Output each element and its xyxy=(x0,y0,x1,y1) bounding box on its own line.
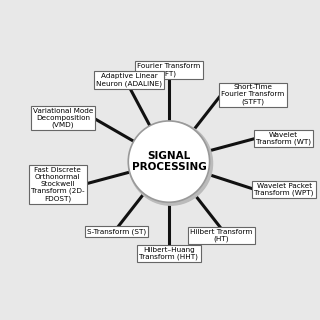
Text: Wavelet Packet
Transform (WPT): Wavelet Packet Transform (WPT) xyxy=(254,183,314,196)
Text: SIGNAL
PROCESSING: SIGNAL PROCESSING xyxy=(132,151,206,172)
Text: Hilbert–Huang
Transform (HHT): Hilbert–Huang Transform (HHT) xyxy=(140,247,198,260)
Circle shape xyxy=(129,121,212,205)
Text: S-Transform (ST): S-Transform (ST) xyxy=(87,228,146,235)
Text: Short-Time
Fourier Transform
(STFT): Short-Time Fourier Transform (STFT) xyxy=(221,84,284,105)
Text: Adaptive Linear
Neuron (ADALINE): Adaptive Linear Neuron (ADALINE) xyxy=(96,73,162,86)
Text: Variational Mode
Decomposition
(VMD): Variational Mode Decomposition (VMD) xyxy=(33,108,93,128)
Circle shape xyxy=(128,121,210,202)
Text: Fourier Transform
(FT): Fourier Transform (FT) xyxy=(137,63,201,76)
Text: Fast Discrete
Orthonormal
Stockwell
Transform (2D-
FDOST): Fast Discrete Orthonormal Stockwell Tran… xyxy=(31,167,84,202)
Text: Wavelet
Transform (WT): Wavelet Transform (WT) xyxy=(256,132,311,145)
Text: Hilbert Transform
(HT): Hilbert Transform (HT) xyxy=(190,228,252,242)
